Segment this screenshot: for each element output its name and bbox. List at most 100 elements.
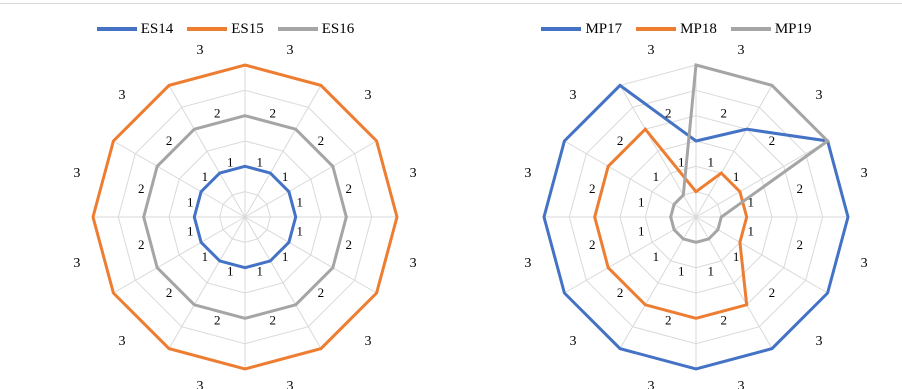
category-label: 3 xyxy=(861,256,868,271)
ring-tick-label: 1 xyxy=(747,224,754,239)
legend-label: MP18 xyxy=(680,20,717,37)
grid-spoke xyxy=(113,140,246,218)
legend-swatch xyxy=(187,27,228,31)
category-label: 3 xyxy=(648,379,655,389)
legend-item-mp17: MP17 xyxy=(541,21,622,38)
ring-tick-label: 2 xyxy=(589,181,596,196)
ring-tick-label: 1 xyxy=(187,224,194,239)
category-label: 3 xyxy=(197,43,204,58)
legend-item-es14: ES14 xyxy=(96,20,174,38)
ring-tick-label: 1 xyxy=(638,224,645,239)
category-label: 3 xyxy=(410,166,417,181)
ring-tick-label: 2 xyxy=(166,133,173,148)
category-label: 3 xyxy=(287,43,294,58)
ring-tick-label: 1 xyxy=(187,194,194,209)
grid-spoke xyxy=(244,216,322,349)
category-label: 3 xyxy=(119,88,126,103)
series-line-mp19 xyxy=(669,63,830,244)
ring-tick-label: 2 xyxy=(721,313,728,328)
legend-label: ES15 xyxy=(231,20,264,37)
category-label: 3 xyxy=(816,334,823,349)
grid-spoke xyxy=(564,216,697,294)
category-label: 3 xyxy=(73,166,80,181)
category-label: 3 xyxy=(648,43,655,58)
grid-spoke xyxy=(695,140,828,218)
grid-spoke xyxy=(113,216,246,294)
category-label: 3 xyxy=(738,43,745,58)
ring-tick-label: 1 xyxy=(256,154,263,169)
legend-label: MP17 xyxy=(585,20,623,37)
category-label: 3 xyxy=(119,334,126,349)
ring-tick-label: 2 xyxy=(796,237,803,252)
category-label: 3 xyxy=(570,88,577,103)
ring-tick-label: 1 xyxy=(202,169,209,184)
ring-tick-label: 2 xyxy=(270,313,277,328)
series-line-es14 xyxy=(192,164,298,270)
series-line-mp18 xyxy=(593,126,749,320)
grid-spoke xyxy=(564,140,697,218)
ring-tick-label: 1 xyxy=(202,249,209,264)
legend-swatch xyxy=(636,27,677,31)
ring-tick-label: 2 xyxy=(769,133,776,148)
legend-left: ES14 ES15 ES16 xyxy=(0,17,451,41)
ring-tick-label: 2 xyxy=(589,237,596,252)
legend-right: MP17 MP18 MP19 xyxy=(451,17,902,41)
grid-spoke xyxy=(695,85,773,218)
ring-tick-label: 2 xyxy=(270,105,277,120)
grid-spoke xyxy=(695,216,773,349)
grid-spoke xyxy=(244,140,377,218)
top-border-right xyxy=(451,3,902,4)
grid-spoke xyxy=(244,85,322,218)
ring-tick-label: 1 xyxy=(678,154,685,169)
category-label: 3 xyxy=(524,256,531,271)
legend-swatch xyxy=(277,27,318,31)
legend-item-mp19: MP19 xyxy=(730,20,812,38)
ring-tick-label: 1 xyxy=(653,249,660,264)
category-label: 3 xyxy=(738,379,745,389)
ring-tick-label: 1 xyxy=(678,264,685,279)
grid-spoke xyxy=(695,216,828,294)
category-label: 3 xyxy=(861,166,868,181)
category-label: 3 xyxy=(73,256,80,271)
legend-item-mp18: MP18 xyxy=(636,21,717,38)
ring-tick-label: 2 xyxy=(318,133,325,148)
ring-tick-label: 1 xyxy=(296,194,303,209)
series-line-es16 xyxy=(142,114,348,320)
ring-tick-label: 2 xyxy=(769,285,776,300)
ring-tick-label: 2 xyxy=(345,181,352,196)
ring-tick-label: 1 xyxy=(733,169,740,184)
category-label: 3 xyxy=(365,334,372,349)
ring-tick-label: 2 xyxy=(665,105,672,120)
legend-swatch xyxy=(541,27,582,31)
category-label: 3 xyxy=(570,334,577,349)
legend-item-es15: ES15 xyxy=(187,21,264,38)
ring-tick-label: 2 xyxy=(214,105,221,120)
ring-tick-label: 1 xyxy=(638,194,645,209)
ring-tick-label: 2 xyxy=(617,133,624,148)
ring-tick-label: 2 xyxy=(721,105,728,120)
ring-tick-label: 2 xyxy=(665,313,672,328)
ring-tick-label: 1 xyxy=(707,264,714,279)
ring-tick-label: 2 xyxy=(138,237,145,252)
series-line-es15 xyxy=(91,63,399,371)
legend-label: ES14 xyxy=(140,20,174,37)
legend-swatch xyxy=(730,27,771,31)
ring-tick-label: 2 xyxy=(138,181,145,196)
legend-label: MP19 xyxy=(774,20,812,37)
legend-label: ES16 xyxy=(321,20,355,37)
ring-tick-label: 2 xyxy=(617,285,624,300)
category-label: 3 xyxy=(365,88,372,103)
legend-item-es16: ES16 xyxy=(277,20,355,38)
top-border-left xyxy=(0,3,451,4)
ring-tick-label: 1 xyxy=(747,194,754,209)
ring-tick-label: 1 xyxy=(227,264,234,279)
legend-swatch xyxy=(96,27,137,31)
ring-tick-label: 2 xyxy=(214,313,221,328)
ring-tick-label: 1 xyxy=(707,154,714,169)
category-label: 3 xyxy=(287,379,294,389)
ring-tick-label: 2 xyxy=(796,181,803,196)
category-label: 3 xyxy=(410,256,417,271)
grid-spoke xyxy=(168,85,246,218)
